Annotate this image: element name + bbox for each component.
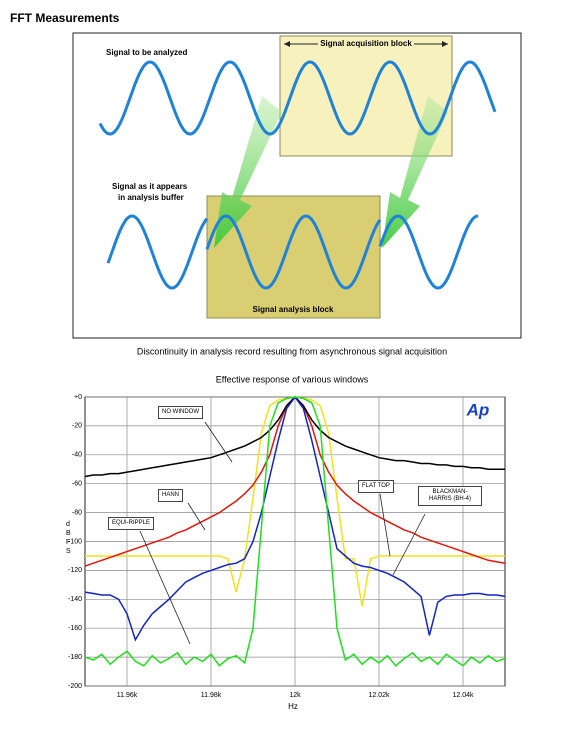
legend-label: FLAT TOP bbox=[358, 480, 394, 493]
annotation-arrows bbox=[139, 421, 426, 645]
chart-title: Effective response of various windows bbox=[216, 374, 369, 384]
sine-wave bbox=[205, 214, 382, 290]
sine-wave bbox=[378, 214, 479, 290]
top-label: Signal to be analyzed bbox=[106, 48, 187, 57]
grid: +0 -20 -40 -60 -80 -100 -120 -140 -160 -180 -200 11… bbox=[68, 394, 505, 699]
x-tick-label: 11.96k bbox=[117, 692, 138, 699]
x-tick-label: 12.04k bbox=[452, 692, 474, 699]
annotation-arrow bbox=[204, 421, 233, 463]
logo: Ap bbox=[466, 400, 490, 419]
label-bg bbox=[318, 38, 414, 50]
green-arrow bbox=[214, 96, 282, 248]
x-tick-label: 12.02k bbox=[368, 692, 390, 699]
legend-label: BLACKMAN-HARRIS (BH-4) bbox=[418, 486, 482, 506]
y-tick-label: -100 bbox=[68, 538, 82, 545]
annotation-arrow bbox=[187, 502, 206, 531]
page-title: FFT Measurements bbox=[10, 11, 120, 25]
legend-label: NO WINDOW bbox=[158, 406, 203, 419]
annotation-arrow bbox=[139, 530, 191, 645]
y-axis-label: dBFS bbox=[66, 521, 71, 555]
arrow-head bbox=[442, 41, 448, 47]
y-tick-label: -160 bbox=[68, 625, 82, 632]
y-tick-label: +0 bbox=[74, 394, 82, 401]
legend-label: HANN bbox=[158, 489, 184, 502]
series-lines bbox=[84, 395, 506, 667]
y-tick-label: -60 bbox=[72, 481, 82, 488]
annotation-arrow bbox=[379, 493, 391, 557]
x-tick-label: 11.98k bbox=[201, 692, 222, 699]
y-tick-label: -200 bbox=[68, 683, 82, 690]
arrow-head bbox=[284, 41, 290, 47]
sine-wave bbox=[106, 214, 209, 290]
legend-label: EQUI-RIPPLE bbox=[108, 517, 155, 530]
x-axis-label: Hz bbox=[288, 702, 298, 711]
annotation-arrow bbox=[392, 513, 426, 576]
y-tick-label: -40 bbox=[72, 452, 82, 459]
y-tick-label: -180 bbox=[68, 654, 82, 661]
caption: Discontinuity in analysis record resulti… bbox=[137, 346, 447, 356]
analysis-label: Signal analysis block bbox=[253, 305, 334, 314]
sine-waves bbox=[98, 60, 497, 290]
y-tick-label: -140 bbox=[68, 596, 82, 603]
y-tick-label: -20 bbox=[72, 423, 82, 430]
x-tick-label: 12k bbox=[289, 692, 301, 699]
buffer-label: Signal as it appears bbox=[112, 182, 188, 191]
y-tick-label: -120 bbox=[68, 567, 82, 574]
acquisition-label: Signal acquisition block bbox=[320, 39, 412, 48]
sine-wave bbox=[98, 60, 497, 136]
buffer-label: in analysis buffer bbox=[118, 193, 184, 202]
series-line bbox=[84, 396, 506, 667]
y-tick-label: -80 bbox=[72, 509, 82, 516]
